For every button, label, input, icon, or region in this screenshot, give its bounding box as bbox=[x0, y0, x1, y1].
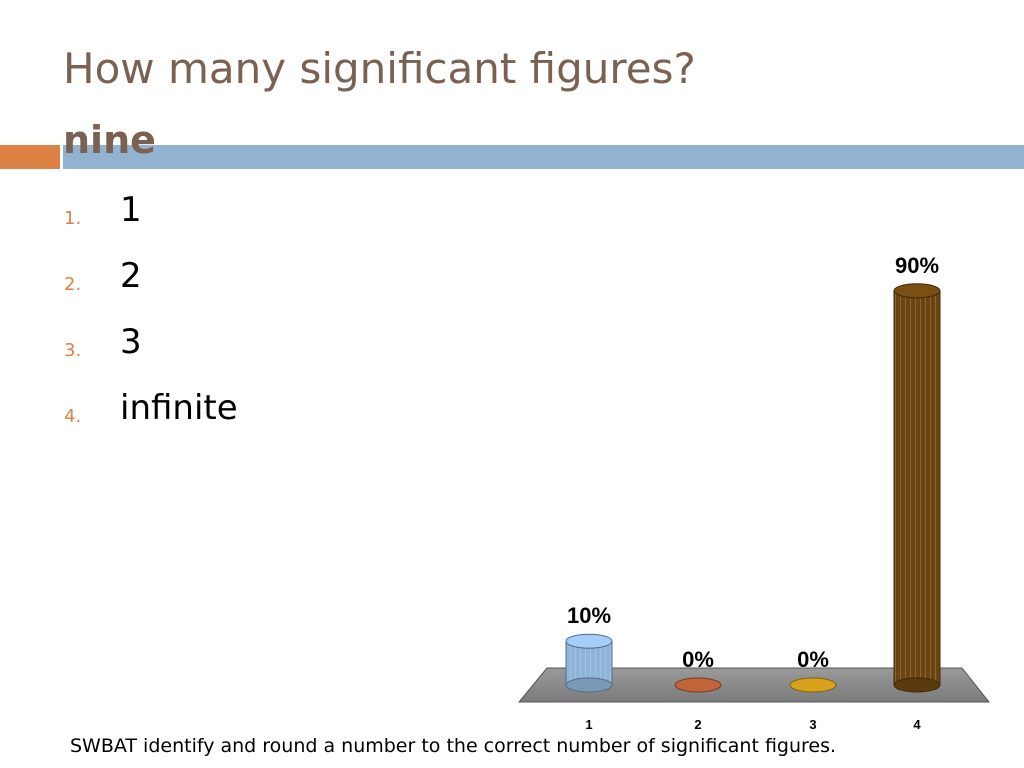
data-label: 90% bbox=[895, 253, 939, 278]
x-tick-group: 1 2 3 4 bbox=[585, 717, 921, 732]
accent-bar-orange bbox=[0, 145, 60, 169]
data-label: 10% bbox=[567, 603, 611, 628]
choice-number: 2. bbox=[64, 274, 82, 295]
choice-label: 3 bbox=[120, 322, 142, 362]
bar-1 bbox=[565, 633, 613, 693]
response-chart: 10% 0% 0% 90% 1 2 3 4 bbox=[517, 253, 991, 732]
choice-label: 1 bbox=[120, 190, 142, 230]
data-label: 0% bbox=[797, 647, 829, 672]
choice-number: 3. bbox=[64, 340, 82, 361]
bar-4 bbox=[893, 283, 941, 693]
x-tick-label: 1 bbox=[585, 717, 592, 732]
x-tick-label: 2 bbox=[694, 717, 701, 732]
footer-objective: SWBAT identify and round a number to the… bbox=[70, 735, 837, 757]
choice-label: 2 bbox=[120, 256, 142, 296]
data-label: 0% bbox=[682, 647, 714, 672]
bar-3 bbox=[789, 677, 837, 693]
bar-2 bbox=[674, 677, 722, 693]
slide-subtitle: nine bbox=[63, 118, 156, 162]
slide-title: How many significant figures? bbox=[63, 44, 696, 93]
x-tick-label: 3 bbox=[809, 717, 816, 732]
choice-number: 1. bbox=[64, 208, 82, 229]
accent-bar-blue bbox=[63, 145, 1024, 169]
choice-number: 4. bbox=[64, 406, 82, 427]
chart-floor bbox=[517, 667, 991, 703]
choice-label: infinite bbox=[120, 388, 238, 428]
bar-group: 10% 0% 0% 90% bbox=[565, 253, 941, 693]
x-tick-label: 4 bbox=[913, 717, 921, 732]
